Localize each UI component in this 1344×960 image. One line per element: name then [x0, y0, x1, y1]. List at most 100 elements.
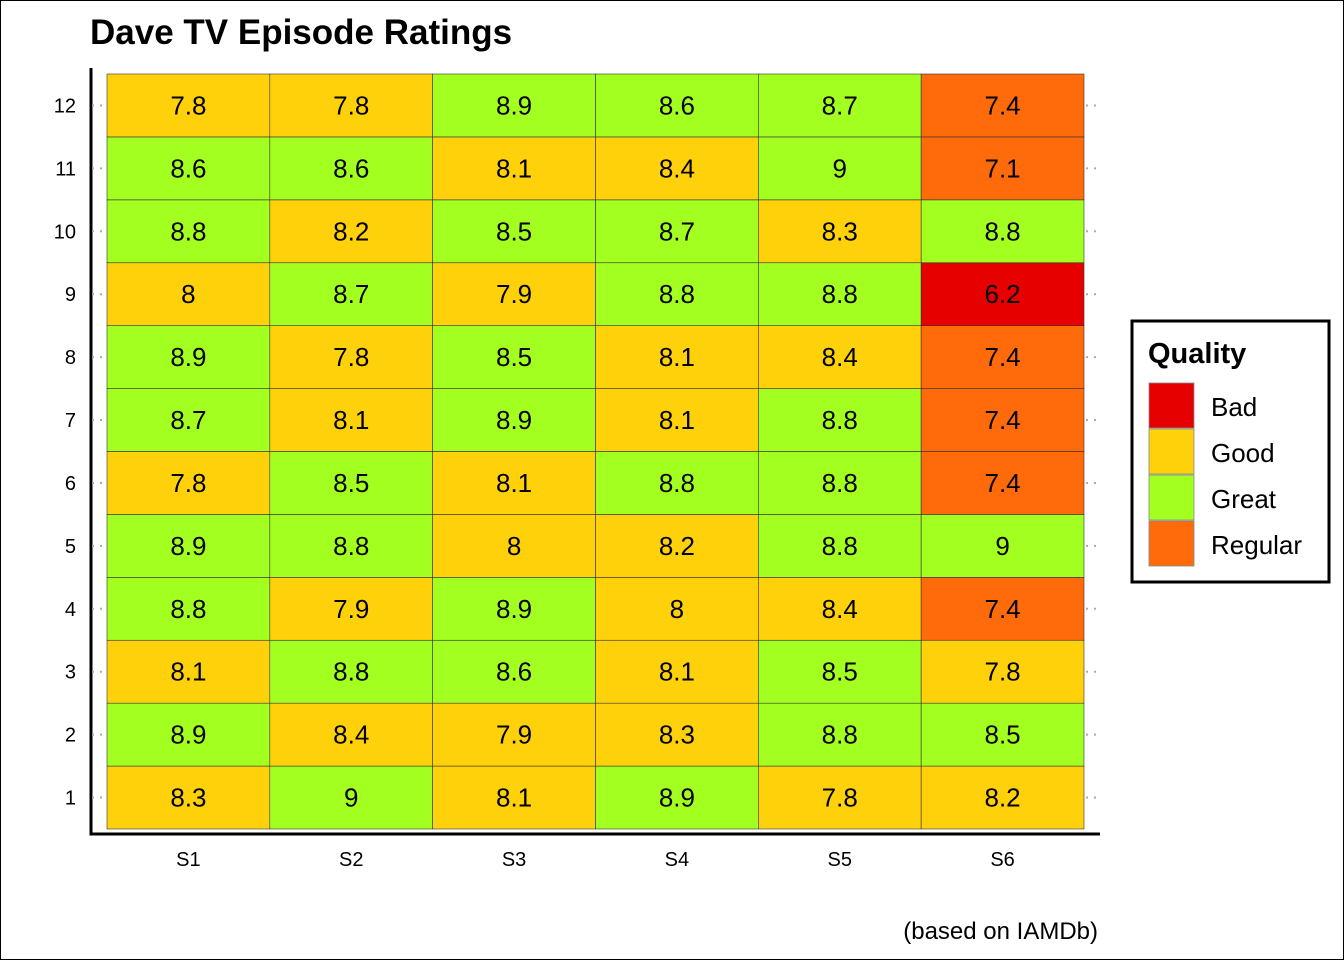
cell-value-label: 8.8 [659, 468, 695, 498]
cell-value-label: 8.9 [659, 783, 695, 813]
heatmap-cell [432, 136, 596, 201]
heatmap-cell [920, 199, 1085, 264]
heatmap-cell [269, 702, 433, 767]
cell-value-label: 8.3 [170, 783, 206, 813]
cell-value-label: 8.7 [822, 90, 858, 120]
cell-value-label: 8.8 [333, 531, 369, 561]
y-tick-label: 6 [65, 473, 76, 495]
heatmap-cell [920, 136, 1085, 201]
cell-value-label: 8.3 [822, 216, 858, 246]
y-tick-label: 2 [65, 725, 76, 747]
cell-value-label: 7.8 [985, 657, 1021, 687]
cell-value-label: 8.9 [170, 531, 206, 561]
chart-title: Dave TV Episode Ratings [90, 13, 512, 52]
cell-value-label: 8.5 [985, 720, 1021, 750]
legend: Quality Bad Good Great Regular [1130, 319, 1331, 584]
heatmap-cell [269, 577, 433, 641]
y-tick-label: 5 [65, 536, 76, 558]
cell-value-label: 8.8 [170, 594, 206, 624]
legend-swatch [1148, 474, 1195, 521]
cell-value-label: 8.1 [496, 468, 532, 498]
legend-title: Quality [1148, 338, 1246, 370]
cell-value-label: 8 [507, 531, 521, 561]
cell-value-label: 7.9 [496, 279, 532, 309]
heatmap-cell [106, 451, 271, 515]
cell-value-label: 8.1 [333, 405, 369, 435]
heatmap-cell [758, 639, 922, 704]
heatmap-cell [920, 577, 1085, 641]
cell-value-label: 8.6 [496, 657, 532, 687]
legend-swatch [1148, 428, 1195, 475]
cell-value-label: 8.8 [170, 216, 206, 246]
cell-value-label: 8.7 [170, 405, 206, 435]
heatmap-cell [920, 765, 1085, 830]
cell-value-label: 8.1 [659, 342, 695, 372]
heatmap-cell [758, 73, 922, 138]
y-tick-label: 12 [54, 95, 76, 117]
heatmap-cell [758, 451, 922, 515]
heatmap-cell [595, 451, 759, 515]
heatmap-cell [106, 136, 271, 201]
cell-value-label: 8.5 [496, 216, 532, 246]
heatmap-cell [106, 325, 271, 389]
cell-value-label: 6.2 [985, 279, 1021, 309]
cell-value-label: 8.9 [496, 405, 532, 435]
legend-label: Bad [1211, 392, 1257, 422]
cell-value-label: 9 [833, 153, 847, 183]
cell-value-label: 8.1 [496, 153, 532, 183]
cell-value-label: 8.9 [496, 90, 532, 120]
heatmap-cell [432, 702, 596, 767]
heatmap-cells [106, 73, 1085, 830]
heatmap-cell [595, 73, 759, 138]
heatmap-cell [269, 73, 433, 138]
chart-caption: (based on IAMDb) [903, 918, 1098, 945]
cell-value-label: 8.8 [822, 279, 858, 309]
heatmap-cell [595, 765, 759, 830]
cell-value-label: 8.2 [659, 531, 695, 561]
heatmap-cell [758, 765, 922, 830]
cell-value-label: 9 [344, 783, 358, 813]
heatmap-cell [758, 262, 922, 326]
legend-swatch [1148, 520, 1195, 567]
cell-value-label: 8.8 [659, 279, 695, 309]
cell-value-label: 7.9 [496, 720, 532, 750]
cell-value-label: 8.8 [822, 405, 858, 435]
y-tick-label: 4 [65, 599, 76, 621]
y-tick-label: 3 [65, 662, 76, 684]
legend-label: Regular [1211, 530, 1302, 560]
cell-value-label: 8.4 [822, 342, 858, 372]
heatmap-cell [106, 765, 271, 830]
cell-value-label: 8.2 [985, 783, 1021, 813]
heatmap-cell [920, 325, 1085, 389]
heatmap-cell [432, 577, 596, 641]
cell-value-label: 8.1 [659, 405, 695, 435]
heatmap-cell [269, 388, 433, 452]
cell-value-label: 8 [670, 594, 684, 624]
axes [89, 68, 1100, 836]
heatmap-cell [920, 388, 1085, 452]
x-tick-label: S6 [990, 849, 1014, 871]
heatmap-cell [432, 325, 596, 389]
heatmap-cell [920, 451, 1085, 515]
cell-value-label: 7.4 [985, 90, 1021, 120]
heatmap-cell-labels: 8.3 9 8.1 8.9 7.8 8.2 8.9 8.4 7.9 8.3 8.8 8.5 8.1 8.8… [170, 90, 1020, 812]
cell-value-label: 7.8 [333, 342, 369, 372]
cell-value-label: 8.8 [822, 720, 858, 750]
cell-value-label: 8.5 [822, 657, 858, 687]
cell-value-label: 9 [995, 531, 1009, 561]
cell-value-label: 8 [181, 279, 195, 309]
heatmap-cell [106, 577, 271, 641]
x-axis-ticks: S1 S2 S3 S4 S5 S6 [176, 849, 1015, 871]
cell-value-label: 7.4 [985, 342, 1021, 372]
cell-value-label: 8.9 [496, 594, 532, 624]
heatmap-cell [269, 325, 433, 389]
y-tick-label: 1 [65, 788, 76, 810]
y-tick-label: 10 [54, 221, 76, 243]
cell-value-label: 7.4 [985, 405, 1021, 435]
heatmap-cell [758, 388, 922, 452]
heatmap-cell [920, 73, 1085, 138]
heatmap-cell [920, 702, 1085, 767]
